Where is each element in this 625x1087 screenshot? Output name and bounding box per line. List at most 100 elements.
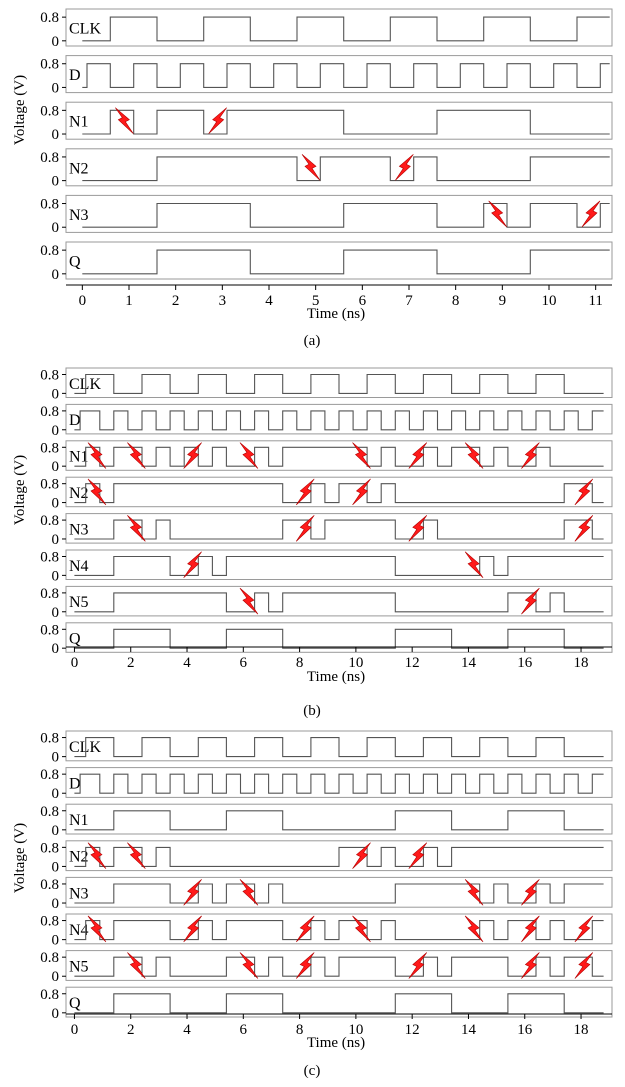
signal-label-n2: N2 xyxy=(69,160,89,177)
y-tick-label-high: 0.8 xyxy=(40,150,59,166)
x-tick-label: 10 xyxy=(348,655,363,671)
signal-label-n4: N4 xyxy=(69,558,89,575)
y-tick-label-low: 0 xyxy=(52,267,60,283)
row-frame-n1 xyxy=(65,440,613,471)
waveform-clk xyxy=(82,16,610,42)
fault-bolt-icon xyxy=(239,587,259,615)
fault-bolt-icon xyxy=(488,200,507,228)
y-tick-label-low: 0 xyxy=(52,568,60,584)
fault-bolt-icon xyxy=(87,842,107,869)
waveform-n3 xyxy=(74,883,604,904)
fault-bolt-icon xyxy=(464,915,484,943)
x-tick-label: 6 xyxy=(240,1022,248,1038)
x-tick-label: 1 xyxy=(125,293,133,309)
x-tick-label: 4 xyxy=(183,1022,191,1038)
y-tick-label-high: 0.8 xyxy=(40,731,59,747)
y-tick-label-low: 0 xyxy=(52,605,60,621)
x-tick-label: 8 xyxy=(296,1022,304,1038)
y-tick-label-low: 0 xyxy=(52,127,60,143)
y-tick-label-high: 0.8 xyxy=(40,804,59,820)
y-tick-label-high: 0.8 xyxy=(40,513,59,529)
y-tick-label-low: 0 xyxy=(52,896,60,912)
waveform-d xyxy=(82,63,610,88)
signal-label-d: D xyxy=(69,776,81,793)
waveform-q xyxy=(74,993,604,1014)
signal-label-q: Q xyxy=(69,995,81,1012)
y-tick-label-high: 0.8 xyxy=(40,10,59,26)
y-axis-label-a: Voltage (V) xyxy=(12,75,28,145)
signal-label-n1: N1 xyxy=(69,812,89,829)
y-tick-label-high: 0.8 xyxy=(40,243,59,259)
y-tick-label-low: 0 xyxy=(52,423,60,439)
y-tick-label-low: 0 xyxy=(52,641,60,657)
y-tick-label-high: 0.8 xyxy=(40,367,59,383)
fault-bolt-icon xyxy=(408,952,428,979)
x-tick-label: 11 xyxy=(588,293,602,309)
signal-label-n5: N5 xyxy=(69,959,89,976)
y-tick-label-high: 0.8 xyxy=(40,440,59,456)
row-frame-q xyxy=(65,986,613,1018)
y-tick-label-low: 0 xyxy=(52,386,60,402)
x-axis-label-b: Time (ns) xyxy=(307,669,365,685)
x-axis-label-c: Time (ns) xyxy=(307,1035,365,1051)
waveform-n2 xyxy=(82,156,610,182)
y-tick-label-high: 0.8 xyxy=(40,877,59,893)
signal-label-d: D xyxy=(69,67,81,84)
waveform-n2 xyxy=(74,483,604,504)
fault-bolt-icon xyxy=(521,587,540,615)
y-tick-label-low: 0 xyxy=(52,823,60,839)
fault-bolt-icon xyxy=(127,952,146,979)
x-tick-label: 0 xyxy=(71,1022,79,1038)
fault-bolt-icon xyxy=(295,952,315,979)
waveform-clk xyxy=(74,737,604,758)
x-tick-label: 4 xyxy=(183,655,191,671)
row-frame-n1 xyxy=(65,803,613,835)
caption-c: (c) xyxy=(304,1063,321,1079)
x-tick-label: 6 xyxy=(359,293,367,309)
y-tick-label-low: 0 xyxy=(52,969,60,985)
x-tick-label: 10 xyxy=(348,1022,363,1038)
waveform-q xyxy=(82,249,610,275)
y-tick-label-low: 0 xyxy=(52,174,60,190)
caption-a: (a) xyxy=(304,333,321,349)
caption-b: (b) xyxy=(303,703,321,719)
row-frame-n3 xyxy=(65,876,613,908)
waveform-n5 xyxy=(74,592,604,613)
waveform-n1 xyxy=(82,109,610,135)
x-axis-label-a: Time (ns) xyxy=(307,306,365,322)
row-frame-n5 xyxy=(65,585,613,617)
fault-bolt-icon xyxy=(352,442,371,469)
x-tick-label: 18 xyxy=(574,1022,589,1038)
fault-bolt-icon xyxy=(239,442,259,469)
y-tick-label-high: 0.8 xyxy=(40,549,59,565)
signal-label-d: D xyxy=(69,412,81,429)
x-tick-label: 8 xyxy=(452,293,460,309)
fault-bolt-icon xyxy=(183,915,202,943)
fault-bolt-icon xyxy=(127,842,146,869)
fault-bolt-icon xyxy=(295,915,315,943)
fault-bolt-icon xyxy=(352,478,371,506)
y-axis-label-b: Voltage (V) xyxy=(12,455,28,525)
x-tick-label: 0 xyxy=(71,655,79,671)
x-tick-label: 4 xyxy=(265,293,273,309)
y-tick-label-high: 0.8 xyxy=(40,840,59,856)
x-tick-label: 12 xyxy=(405,655,420,671)
fault-bolt-icon xyxy=(183,551,202,578)
fault-bolt-icon xyxy=(521,952,540,979)
fault-bolt-icon xyxy=(87,915,107,943)
x-tick-label: 0 xyxy=(79,293,87,309)
waveform-q xyxy=(74,628,604,649)
signal-label-n3: N3 xyxy=(69,885,89,902)
fault-bolt-icon xyxy=(408,515,428,542)
fault-bolt-icon xyxy=(574,478,594,506)
fault-bolt-icon xyxy=(464,879,484,906)
y-tick-label-low: 0 xyxy=(52,750,60,766)
fault-bolt-icon xyxy=(574,952,594,979)
y-tick-label-low: 0 xyxy=(52,34,60,50)
y-axis-label-c: Voltage (V) xyxy=(12,823,28,893)
y-tick-label-low: 0 xyxy=(52,933,60,949)
x-tick-label: 8 xyxy=(296,655,304,671)
x-tick-label: 5 xyxy=(312,293,320,309)
fault-bolt-icon xyxy=(574,915,594,943)
fault-bolt-icon xyxy=(521,915,540,943)
